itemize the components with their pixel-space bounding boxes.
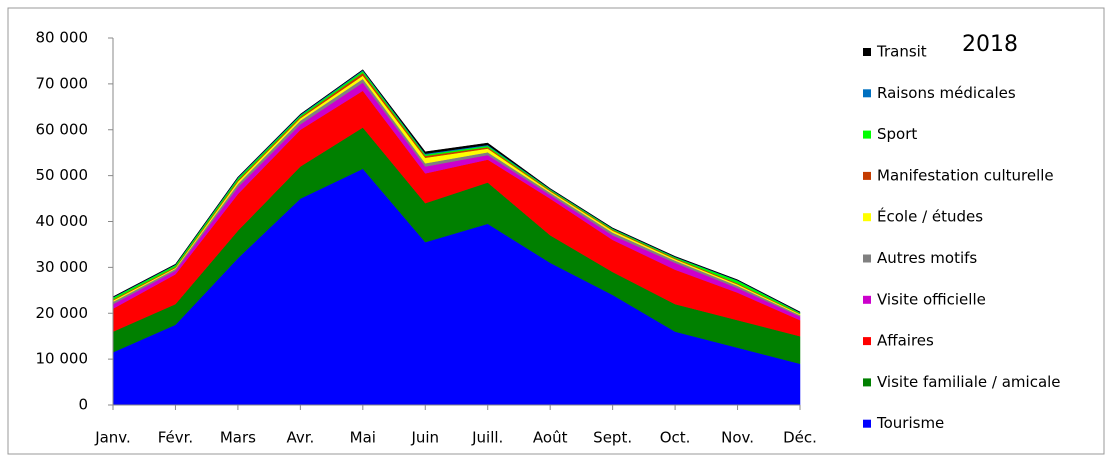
y-tick-label: 10 000: [36, 350, 89, 368]
legend-label: Raisons médicales: [877, 84, 1016, 102]
legend-swatch: [863, 295, 871, 304]
legend-label: Affaires: [877, 332, 934, 350]
x-tick-label: Sept.: [593, 429, 632, 447]
legend-label: Transit: [876, 43, 927, 61]
y-tick-label: 60 000: [36, 120, 89, 138]
x-tick-label: Juin: [410, 429, 439, 447]
y-tick-label: 70 000: [36, 74, 89, 92]
x-tick-label: Oct.: [660, 429, 691, 447]
legend-label: Visite familiale / amicale: [877, 373, 1061, 391]
legend-swatch: [863, 89, 871, 98]
legend-swatch: [863, 48, 871, 56]
legend-label: Visite officielle: [877, 290, 986, 308]
x-tick-label: Févr.: [158, 429, 193, 447]
x-tick-label: Janv.: [94, 429, 131, 447]
y-tick-label: 40 000: [36, 212, 89, 230]
x-tick-label: Mai: [350, 429, 376, 447]
x-tick-label: Déc.: [783, 429, 817, 447]
x-tick-label: Août: [533, 429, 568, 447]
y-tick-label: 80 000: [36, 29, 89, 47]
x-tick-label: Juill.: [471, 429, 503, 447]
legend-label: Tourisme: [876, 414, 944, 432]
x-tick-label: Mars: [220, 429, 256, 447]
legend-label: Manifestation culturelle: [877, 166, 1054, 184]
legend-label: École / études: [877, 207, 983, 226]
y-tick-label: 50 000: [36, 166, 89, 184]
area: [112, 69, 801, 313]
legend-swatch: [863, 337, 871, 346]
legend-swatch: [863, 171, 871, 180]
y-tick-label: 0: [78, 396, 88, 414]
legend-label: Sport: [877, 125, 917, 143]
legend-swatch: [863, 419, 871, 428]
legend-swatch: [863, 378, 871, 387]
legend-swatch: [863, 130, 871, 139]
legend-label: Autres motifs: [877, 249, 977, 267]
legend-swatch: [863, 254, 871, 263]
legend-swatch: [863, 213, 871, 222]
y-tick-label: 30 000: [36, 258, 89, 276]
x-tick-label: Nov.: [721, 429, 754, 447]
chart-title: 2018: [962, 32, 1018, 57]
y-tick-label: 20 000: [36, 304, 89, 322]
x-tick-label: Avr.: [286, 429, 314, 447]
